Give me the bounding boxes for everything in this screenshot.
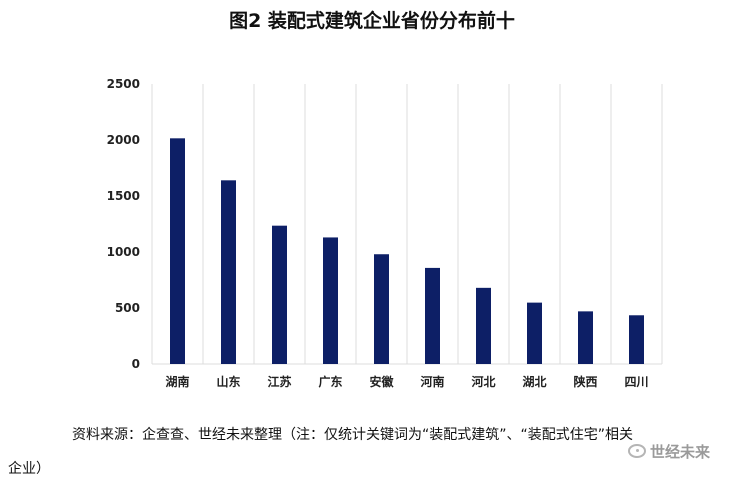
x-tick-label: 河南 [419,374,444,389]
bar [425,267,440,364]
bar [323,237,338,364]
x-tick-label: 江苏 [267,374,291,389]
bar [476,287,491,364]
x-tick-label: 河北 [470,374,495,389]
y-tick-label: 500 [115,301,140,315]
source-note: 资料来源：企查查、世经未来整理（注：仅统计关键词为“装配式建筑”、“装配式住宅”… [72,427,634,443]
bar [578,311,593,364]
x-tick-label: 安徽 [369,374,394,389]
watermark: 世经未来 [628,441,710,461]
source-note-continued: 企业） [8,461,50,477]
bar [629,315,644,364]
x-tick-label: 广东 [318,374,342,389]
x-tick-label: 湖南 [165,374,189,389]
bar [170,138,185,364]
bar-chart: 0 500 1000 1500 2000 2500 湖南 山东 江苏 广东 安徽 河南 河北 湖北 陕西 四川 [107,77,663,389]
bar [221,180,236,364]
x-tick-label: 陕西 [573,374,597,389]
chart-title: 图2 装配式建筑企业省份分布前十 [229,10,515,32]
x-tick-label: 湖北 [522,374,546,389]
bar [272,225,287,364]
watermark-text: 世经未来 [650,442,711,461]
bar [374,254,389,364]
y-tick-label: 1000 [107,245,140,259]
x-tick-label: 山东 [216,374,240,389]
y-tick-label: 2000 [107,133,140,147]
y-tick-label: 2500 [107,77,140,91]
wechat-icon [628,444,646,458]
x-tick-label: 四川 [624,375,648,389]
y-tick-label: 1500 [107,189,140,203]
bar [527,302,542,364]
y-tick-label: 0 [132,357,140,371]
